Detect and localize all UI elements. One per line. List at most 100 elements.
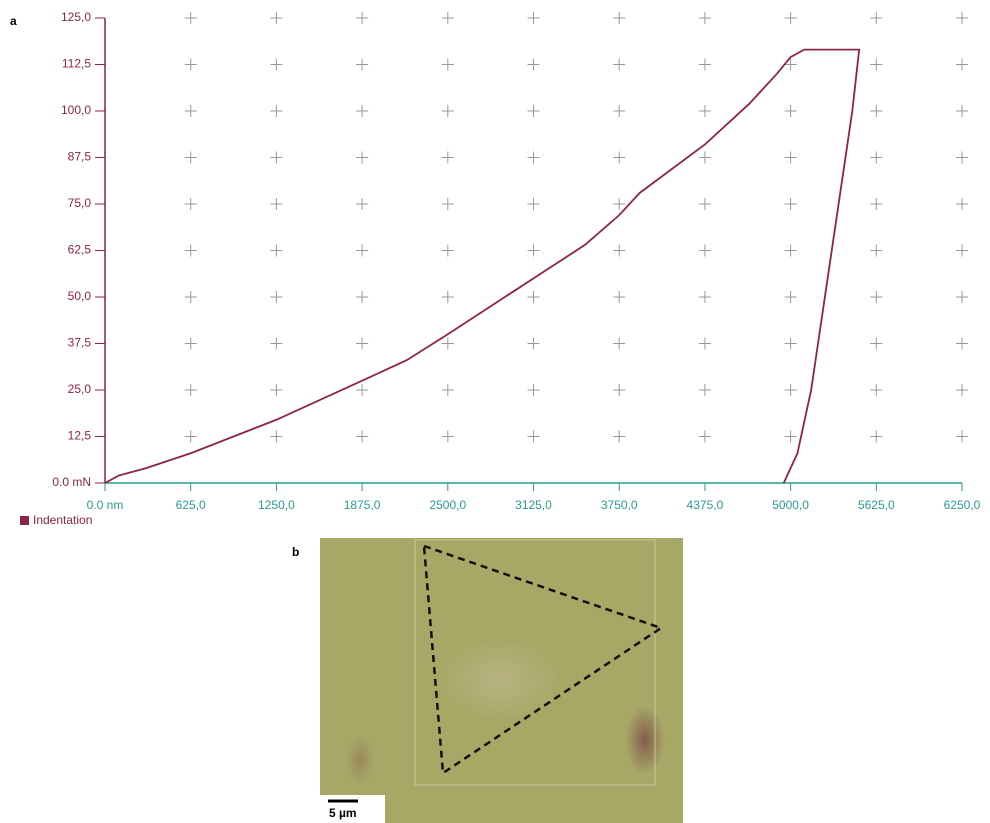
grid-cross [356,105,369,117]
grid-cross [270,151,283,164]
x-tick-label: 2500,0 [429,498,466,512]
grid-cross [698,291,711,303]
grid-cross [441,430,454,443]
grid-cross [270,58,283,71]
grid-cross [270,291,283,303]
grid-cross [527,291,540,303]
grid-cross [527,58,540,71]
grid-cross [527,151,540,164]
grid-cross [956,384,968,396]
x-tick-label: 6250,0 [944,498,981,512]
grid-cross [270,105,283,117]
x-tick-label: 1875,0 [344,498,381,512]
y-tick-label: 25,0 [68,382,92,396]
grid-cross [441,151,454,164]
panel-label: a [10,14,17,28]
x-tick-label: 3750,0 [601,498,638,512]
y-tick-label: 62,5 [68,243,92,257]
grid-cross [184,291,197,303]
grid-cross [956,105,968,117]
grid-cross [698,151,711,164]
x-tick-label: 625,0 [176,498,206,512]
grid-cross [956,12,968,24]
grid-cross [784,198,797,210]
y-tick-label: 0.0 mN [52,475,91,489]
grid-cross [698,430,711,443]
grid-cross [870,291,883,303]
indentation-curve [104,48,861,484]
grid-cross [441,105,454,117]
grid-cross [784,384,797,396]
image-feature [345,735,375,785]
grid-cross [356,337,369,350]
grid-cross [356,244,369,257]
legend-swatch [20,516,29,525]
grid-cross [784,291,797,303]
grid-cross [356,151,369,164]
grid-cross [441,384,454,396]
grid-cross [956,430,968,443]
grid-cross [613,430,626,443]
grid-cross [698,58,711,71]
grid-cross [184,151,197,164]
grid-cross [698,12,711,24]
y-tick-label: 87,5 [68,150,92,164]
grid-cross [527,430,540,443]
grid-cross [184,244,197,257]
scale-bar-label: 5 µm [329,806,357,820]
grid-cross [441,58,454,71]
grid-cross [784,58,797,71]
grid-cross [956,244,968,257]
grid-cross [956,58,968,71]
y-tick-label: 125,0 [61,10,91,24]
grid-cross [184,337,197,350]
grid-cross [784,12,797,24]
grid-cross [698,384,711,396]
grid-cross [613,198,626,210]
x-tick-label: 5000,0 [772,498,809,512]
grid-cross [356,58,369,71]
grid-cross [270,337,283,350]
grid-cross [527,244,540,257]
grid-cross [784,244,797,257]
grid-cross [613,384,626,396]
grid-cross [527,337,540,350]
x-tick-label: 1250,0 [258,498,295,512]
grid-cross [956,337,968,350]
x-tick-label: 4375,0 [687,498,724,512]
grid-cross [698,198,711,210]
grid-cross [613,58,626,71]
y-tick-label: 37,5 [68,336,92,350]
x-tick-label: 0.0 nm [87,498,124,512]
grid-cross [784,151,797,164]
image-feature [440,640,560,720]
grid-cross [956,291,968,303]
grid-cross [270,198,283,210]
grid-cross [698,105,711,117]
grid-cross [270,430,283,443]
micrograph: 5 µm [320,538,683,823]
plot: 0.0 mN 12,5 25,0 37,5 50,0 62,5 75,0 87,5 100,0 1… [20,10,981,527]
legend-label: Indentation [33,513,92,527]
y-tick-label: 112,5 [62,57,91,71]
grid-cross [784,105,797,117]
image-frame [414,539,656,786]
grid-cross [613,12,626,24]
grid-cross [356,430,369,443]
grid-cross [441,291,454,303]
panel-label: b [292,545,299,559]
grid-cross [184,430,197,443]
grid-cross [698,337,711,350]
grid-cross [527,384,540,396]
grid-cross [870,58,883,71]
grid-cross [613,105,626,117]
grid-cross [270,12,283,24]
grid-cross [441,244,454,257]
grid-cross [613,151,626,164]
grid-cross [356,12,369,24]
grid-cross [784,430,797,443]
grid-cross [870,430,883,443]
grid-cross [184,384,197,396]
grid-cross [956,198,968,210]
grid-cross [870,384,883,396]
